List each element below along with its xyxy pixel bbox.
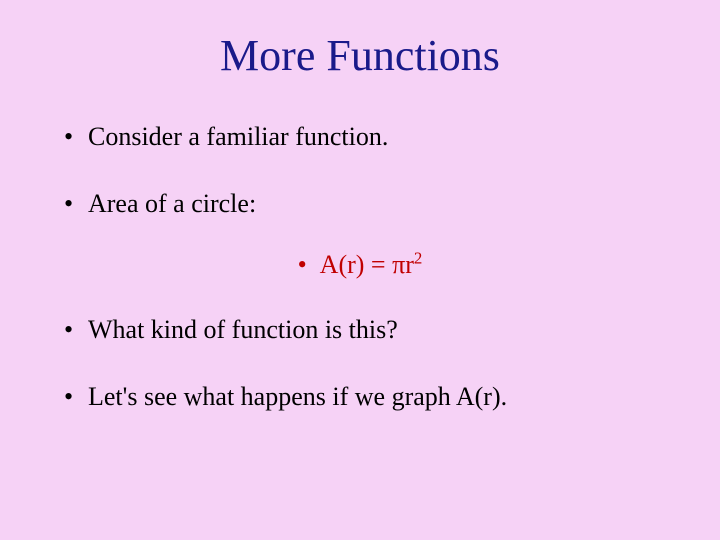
slide-title: More Functions: [60, 30, 660, 81]
bullet-list: What kind of function is this? Let's see…: [60, 314, 660, 413]
formula-row: A(r) = πr2: [60, 250, 660, 280]
formula-base: A(r) = πr: [320, 250, 414, 279]
formula-exponent: 2: [414, 248, 422, 267]
bullet-item: What kind of function is this?: [60, 314, 660, 347]
formula-text: A(r) = πr2: [298, 250, 423, 280]
bullet-item: Area of a circle:: [60, 188, 660, 221]
bullet-item: Consider a familiar function.: [60, 121, 660, 154]
bullet-item: Let's see what happens if we graph A(r).: [60, 381, 660, 414]
bullet-list: Consider a familiar function. Area of a …: [60, 121, 660, 220]
slide: More Functions Consider a familiar funct…: [0, 0, 720, 540]
